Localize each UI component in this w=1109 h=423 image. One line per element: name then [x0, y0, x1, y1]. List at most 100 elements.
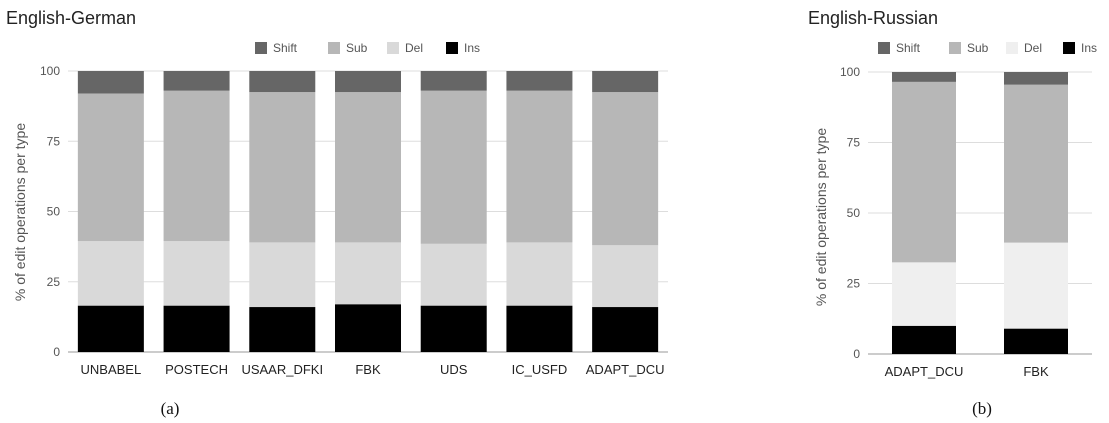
y-tick-labels: 0 25 50 75 100 [40, 64, 60, 359]
legend-label: Sub [967, 41, 989, 55]
y-tick-label: 25 [847, 277, 861, 291]
bar-segment-shift [420, 71, 487, 91]
category-label: USAAR_DFKI [241, 362, 323, 377]
bar-segment-sub [420, 90, 487, 244]
y-tick-label: 50 [47, 205, 61, 219]
panel-english-russian: English-Russian % of edit operations per… [808, 8, 1097, 418]
y-tick-label: 75 [847, 136, 861, 150]
subcaption: (b) [972, 399, 992, 418]
y-tick-label: 50 [847, 206, 861, 220]
bar-segment-ins [249, 307, 316, 352]
y-tick-label: 100 [40, 64, 60, 78]
bar-segment-del [892, 262, 956, 326]
legend-swatch [1006, 42, 1018, 54]
bar-segment-sub [77, 93, 144, 242]
bar-segment-shift [335, 71, 401, 93]
category-label: UNBABEL [81, 362, 142, 377]
chart-title: English-German [6, 8, 136, 28]
bar-segment-ins [335, 304, 401, 352]
legend-label: Ins [1081, 41, 1097, 55]
y-tick-label: 100 [840, 65, 860, 79]
bar-segment-shift [506, 71, 573, 91]
bar-stacks [892, 72, 1068, 354]
bar-segment-ins [77, 305, 144, 352]
legend-swatch [328, 42, 340, 54]
bar-stack-adapt-dcu [892, 72, 956, 354]
bar-segment-ins [506, 305, 573, 352]
y-tick-label: 75 [47, 134, 61, 148]
bar-stacks [77, 71, 659, 352]
category-labels: ADAPT_DCU FBK [885, 364, 1049, 379]
bar-stack-fbk [335, 71, 401, 352]
legend-swatch [255, 42, 267, 54]
y-axis-label: % of edit operations per type [12, 123, 28, 301]
y-tick-label: 0 [53, 345, 60, 359]
legend-label: Del [405, 41, 423, 55]
bar-stack-postech [163, 71, 230, 352]
legend-label: Shift [273, 41, 298, 55]
bar-segment-ins [892, 325, 956, 354]
legend: Shift Sub Del Ins [878, 41, 1097, 55]
bar-segment-sub [163, 90, 230, 242]
bar-segment-sub [506, 90, 573, 243]
bar-stack-fbk [1004, 72, 1068, 354]
legend-item-del: Del [387, 41, 423, 55]
y-tick-labels: 0 25 50 75 100 [840, 65, 860, 361]
subcaption: (a) [161, 399, 180, 418]
legend-label: Shift [896, 41, 921, 55]
chart-title: English-Russian [808, 8, 938, 28]
bar-segment-shift [77, 71, 144, 94]
y-axis-label: % of edit operations per type [813, 128, 829, 306]
panel-english-german: English-German % of edit operations per … [6, 8, 668, 418]
legend-swatch [878, 42, 890, 54]
legend-label: Ins [464, 41, 480, 55]
category-label: FBK [355, 362, 381, 377]
legend-label: Sub [346, 41, 368, 55]
bar-segment-shift [592, 71, 659, 93]
bar-segment-sub [892, 81, 956, 263]
legend-label: Del [1024, 41, 1042, 55]
category-label: ADAPT_DCU [586, 362, 665, 377]
bar-segment-del [335, 242, 401, 305]
y-tick-label: 0 [853, 347, 860, 361]
category-label: UDS [440, 362, 468, 377]
legend-swatch [387, 42, 399, 54]
legend: Shift Sub Del Ins [255, 41, 480, 55]
category-labels: UNBABEL POSTECH USAAR_DFKI FBK UDS IC_USFD ADA… [81, 362, 665, 377]
bar-segment-ins [592, 307, 659, 352]
legend-swatch [949, 42, 961, 54]
bar-segment-shift [163, 71, 230, 91]
bar-stack-ic-usfd [506, 71, 573, 352]
bar-segment-sub [1004, 84, 1068, 243]
bar-segment-del [77, 241, 144, 306]
legend-swatch [1063, 42, 1075, 54]
category-label: IC_USFD [512, 362, 568, 377]
bar-segment-del [592, 245, 659, 308]
bar-segment-shift [1004, 72, 1068, 85]
category-label: POSTECH [165, 362, 228, 377]
bar-segment-shift [249, 71, 316, 93]
bar-stack-uds [420, 71, 487, 352]
category-label: ADAPT_DCU [885, 364, 964, 379]
legend-item-ins: Ins [446, 41, 480, 55]
bar-stack-unbabel [77, 71, 144, 352]
bar-stack-adapt-dcu [592, 71, 659, 352]
bar-segment-shift [892, 72, 956, 82]
legend-item-shift: Shift [878, 41, 921, 55]
bar-segment-del [1004, 242, 1068, 329]
bar-segment-del [249, 242, 316, 308]
legend-item-sub: Sub [949, 41, 989, 55]
legend-swatch [446, 42, 458, 54]
legend-item-del: Del [1006, 41, 1042, 55]
bar-segment-del [420, 243, 487, 306]
bar-segment-del [163, 241, 230, 306]
bar-segment-ins [1004, 328, 1068, 354]
bar-segment-sub [249, 92, 316, 243]
bar-segment-sub [335, 92, 401, 243]
bar-segment-ins [420, 305, 487, 352]
bar-segment-sub [592, 92, 659, 246]
category-label: FBK [1023, 364, 1049, 379]
y-tick-label: 25 [47, 275, 61, 289]
bar-segment-del [506, 242, 573, 306]
